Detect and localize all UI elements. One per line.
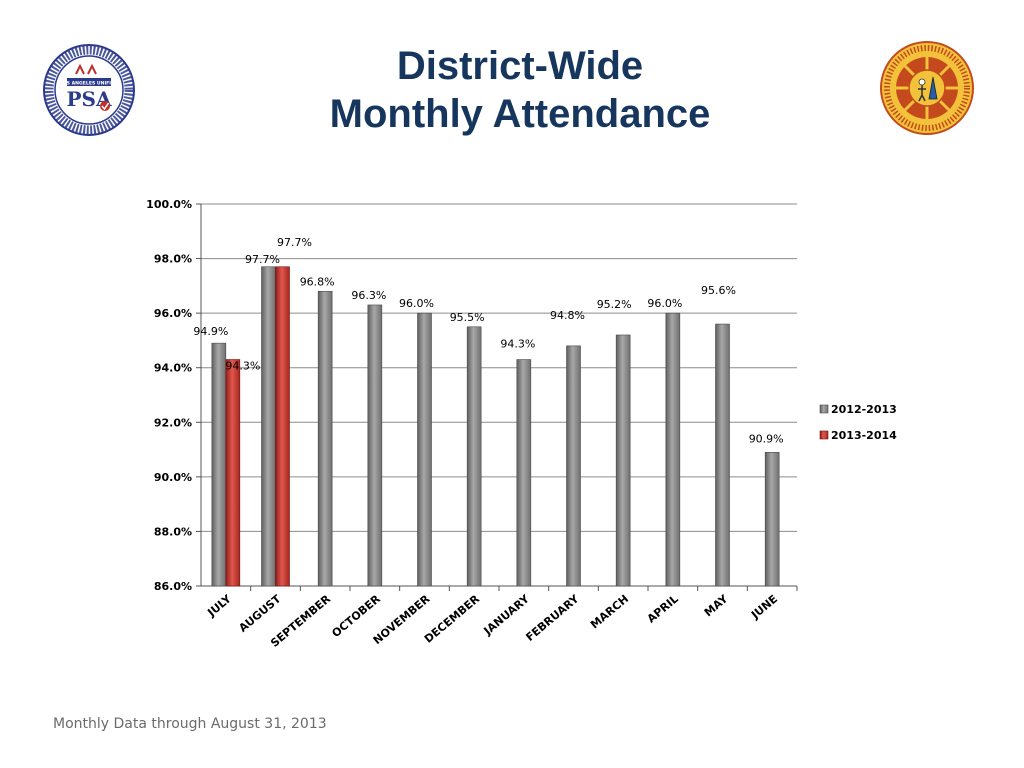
bar-2012-2013 — [516, 359, 532, 587]
data-label-2012-2013: 94.8% — [550, 309, 585, 322]
lausd-seal-logo — [880, 41, 974, 135]
chart-data-labels: 94.9% 94.3% 97.7% 97.7% 96.8% 96.3% 96.0% 95.5%… — [193, 236, 783, 446]
x-category-label: APRIL — [645, 592, 681, 625]
x-category-label: JULY — [204, 592, 234, 620]
page-title: District-Wide Monthly Attendance — [200, 42, 840, 138]
title-line-1: District-Wide — [396, 44, 644, 88]
data-label-2012-2013: 94.3% — [500, 338, 535, 351]
x-category-label: MARCH — [588, 592, 631, 631]
data-label-2013-2014: 94.3% — [225, 360, 260, 373]
y-tick-label: 86.0% — [154, 580, 192, 593]
title-line-2: Monthly Attendance — [329, 92, 711, 136]
data-label-2012-2013: 95.2% — [597, 298, 632, 311]
x-category-label: AUGUST — [236, 592, 283, 635]
bar-2012-2013 — [367, 304, 383, 587]
bar-2012-2013 — [317, 291, 333, 587]
data-label-2012-2013: 96.8% — [300, 275, 335, 288]
y-tick-label: 94.0% — [154, 362, 192, 375]
legend-label: 2013-2014 — [831, 429, 897, 442]
data-label-2012-2013: 96.0% — [399, 297, 434, 310]
y-tick-label: 88.0% — [154, 525, 192, 538]
bar-2012-2013 — [417, 312, 432, 587]
bar-2012-2013 — [715, 323, 730, 587]
bar-2012-2013 — [261, 266, 276, 587]
x-category-label: JUNE — [748, 592, 780, 622]
x-category-label: FEBRUARY — [523, 592, 582, 644]
data-label-2012-2013: 95.5% — [450, 311, 485, 324]
y-tick-label: 98.0% — [154, 253, 192, 266]
data-label-2012-2013: 96.0% — [647, 297, 682, 310]
y-tick-label: 92.0% — [154, 416, 192, 429]
bar-2012-2013 — [764, 451, 780, 587]
chart-legend: 2012-2013 2013-2014 — [819, 403, 897, 442]
data-label-2013-2014: 97.7% — [277, 236, 312, 249]
data-label-2012-2013: 97.7% — [245, 253, 280, 266]
bar-2013-2014 — [275, 266, 290, 587]
bar-2012-2013 — [566, 345, 581, 587]
legend-swatch — [819, 404, 829, 414]
footer-note: Monthly Data through August 31, 2013 — [53, 716, 327, 732]
bar-2012-2013 — [615, 334, 631, 587]
bar-2012-2013 — [466, 326, 482, 587]
chart-grid — [201, 203, 797, 587]
data-label-2012-2013: 95.6% — [701, 284, 736, 297]
x-category-label: MAY — [702, 592, 731, 620]
legend-label: 2012-2013 — [831, 403, 897, 416]
x-category-label: DECEMBER — [422, 592, 483, 646]
y-tick-label: 90.0% — [154, 471, 192, 484]
chart-bars — [211, 266, 780, 587]
bar-2013-2014 — [225, 359, 241, 587]
y-tick-label: 100.0% — [146, 198, 192, 211]
psa-logo: LOS ANGELES UNIFIED PSA — [43, 44, 135, 136]
bar-2012-2013 — [211, 342, 227, 587]
legend-swatch — [819, 430, 829, 440]
data-label-2012-2013: 96.3% — [351, 289, 386, 302]
data-label-2012-2013: 90.9% — [749, 432, 784, 445]
x-category-label: JANUARY — [481, 592, 533, 638]
bar-2012-2013 — [665, 312, 681, 587]
data-label-2012-2013: 94.9% — [193, 325, 228, 338]
psa-logo-top-text: LOS ANGELES UNIFIED — [60, 81, 118, 87]
y-tick-label: 96.0% — [154, 307, 192, 320]
